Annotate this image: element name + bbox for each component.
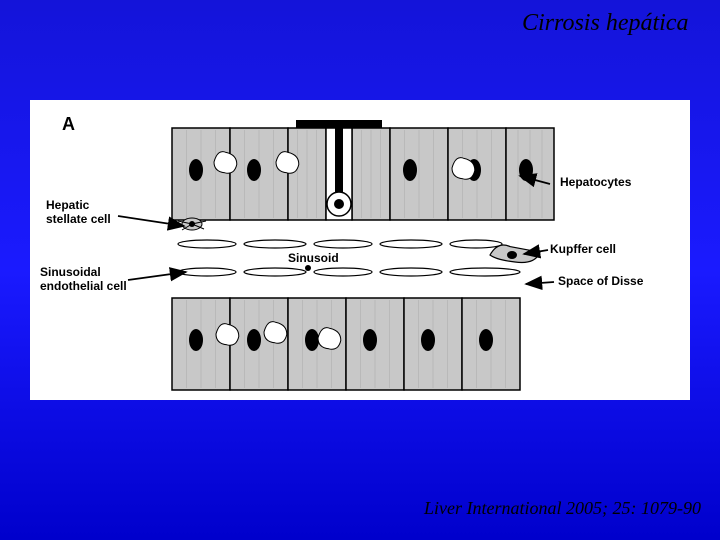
svg-text:Hepatocytes: Hepatocytes	[560, 175, 632, 189]
svg-text:Hepatic: Hepatic	[46, 198, 90, 212]
svg-text:Kupffer cell: Kupffer cell	[550, 242, 616, 256]
liver-sinusoid-diagram: A Hepatocytes Hepaticstellate cell Sinusoid…	[0, 0, 720, 540]
svg-text:endothelial cell: endothelial cell	[40, 279, 127, 293]
svg-text:A: A	[62, 114, 75, 134]
svg-text:Sinusoidal: Sinusoidal	[40, 265, 101, 279]
svg-text:stellate cell: stellate cell	[46, 212, 111, 226]
svg-text:Space of Disse: Space of Disse	[558, 274, 644, 288]
svg-text:Sinusoid: Sinusoid	[288, 251, 339, 265]
